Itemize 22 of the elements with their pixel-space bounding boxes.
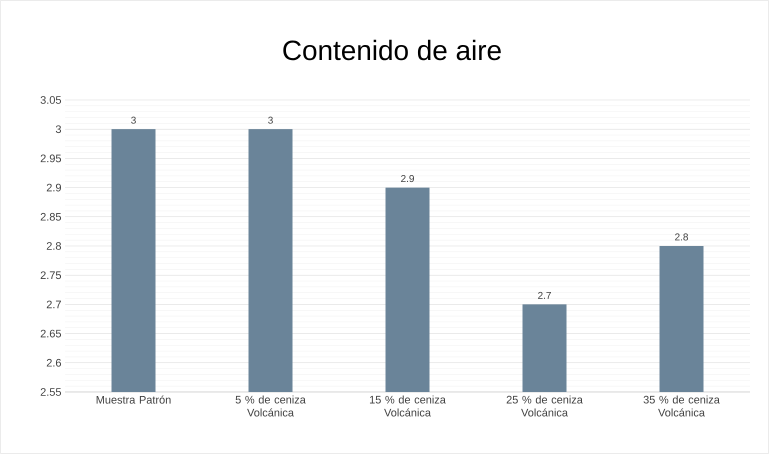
y-tick-label: 3.05 (40, 96, 62, 104)
y-tick-label: 2.65 (40, 330, 62, 338)
x-tick-label: 5 % de ceniza Volcánica (236, 396, 306, 417)
data-label: 3 (268, 116, 273, 124)
data-label: 3 (131, 116, 136, 124)
data-label: 2.8 (675, 233, 688, 240)
x-tick-label: 35 % de ceniza Volcánica (644, 396, 720, 417)
data-label: 2.7 (538, 292, 551, 299)
y-tick-label: 2.85 (40, 212, 62, 221)
y-tick-label: 2.8 (46, 242, 62, 250)
data-label: 2.9 (401, 175, 414, 182)
x-tick-label: Muestra Patrón (96, 396, 171, 404)
y-tick-label: 2.9 (46, 184, 61, 192)
y-tick-label: 2.95 (40, 154, 62, 162)
y-tick-label: 2.7 (46, 300, 61, 308)
y-tick-label: 2.75 (40, 271, 62, 280)
x-tick-label: 25 % de ceniza Volcánica (506, 396, 583, 417)
y-tick-label: 2.6 (46, 358, 62, 367)
y-tick-label: 2.55 (40, 388, 62, 396)
x-tick-label: 15 % de ceniza Volcánica (370, 396, 446, 417)
chart-title: Contenido de aire (283, 40, 501, 60)
y-tick-label: 3 (56, 125, 62, 134)
